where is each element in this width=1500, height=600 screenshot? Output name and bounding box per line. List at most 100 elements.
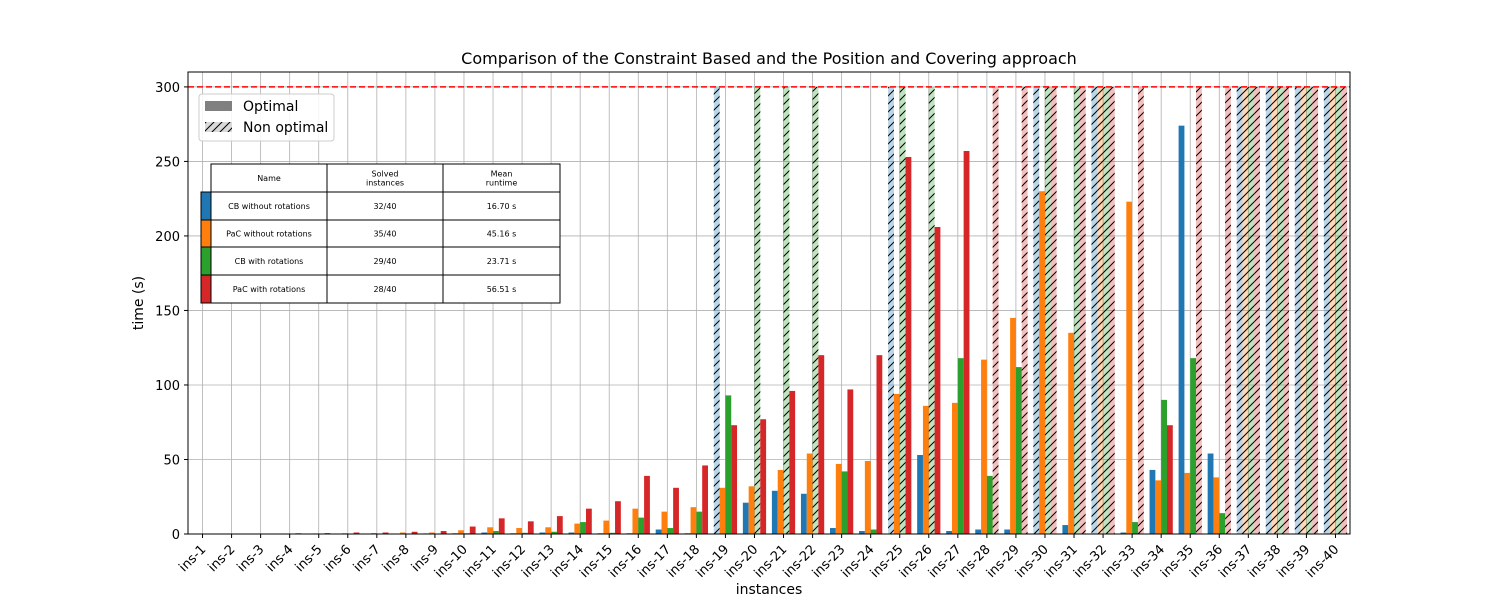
bar-4-ins-6 [353, 532, 360, 534]
bar-hatch-4-ins-40 [1341, 86, 1348, 534]
bar-1-ins-17 [655, 529, 662, 534]
bar-2-ins-10 [458, 530, 464, 534]
bar-1-ins-33 [1120, 532, 1127, 534]
bar-hatch-1-ins-30 [1033, 86, 1040, 534]
table-row-color-swatch [200, 246, 212, 276]
bar-4-ins-24 [876, 355, 883, 534]
x-tick-label: ins-7 [351, 542, 384, 575]
bar-4-ins-18 [702, 465, 708, 534]
bars [190, 86, 1348, 535]
bar-hatch-3-ins-32 [1103, 86, 1109, 534]
bar-hatch-4-ins-32 [1108, 86, 1115, 534]
bar-hatch-3-ins-40 [1335, 86, 1342, 534]
bar-2-ins-25 [893, 393, 900, 534]
bar-hatch-4-ins-38 [1283, 86, 1289, 534]
bar-1-ins-24 [859, 531, 865, 534]
chart-title: Comparison of the Constraint Based and t… [461, 49, 1077, 68]
bar-4-ins-26 [934, 226, 941, 535]
table-row-color-swatch [200, 219, 212, 248]
bar-hatch-2-ins-38 [1271, 86, 1278, 534]
bar-4-ins-11 [498, 518, 505, 534]
bar-2-ins-30 [1039, 191, 1045, 534]
bar-3-ins-28 [986, 475, 993, 534]
y-tick-label: 200 [155, 230, 180, 245]
bar-2-ins-14 [574, 523, 581, 534]
bar-3-ins-19 [725, 395, 732, 534]
table-cell-text: 35/40 [373, 230, 396, 239]
bar-hatch-2-ins-37 [1242, 86, 1249, 534]
table-row-color-swatch [200, 274, 212, 304]
table-cell-text: PaC without rotations [226, 230, 312, 239]
bar-hatch-1-ins-39 [1294, 86, 1301, 534]
bar-4-ins-15 [615, 501, 621, 534]
bar-hatch-3-ins-25 [899, 86, 906, 534]
table-header-text: Mean [491, 170, 513, 179]
legend-box [198, 93, 335, 142]
table-header-cell [442, 163, 561, 193]
bar-2-ins-20 [748, 486, 755, 534]
table-cell-text: CB with rotations [235, 257, 304, 266]
bar-hatch-3-ins-20 [754, 86, 761, 534]
bar-3-ins-14 [580, 522, 586, 534]
bar-3-ins-33 [1132, 522, 1138, 534]
table-cell-text: 45.16 s [487, 230, 517, 239]
bar-1-ins-21 [771, 490, 778, 534]
bar-3-ins-17 [667, 528, 674, 534]
x-tick-label: ins-6 [322, 542, 355, 575]
bar-3-ins-16 [638, 517, 645, 534]
bar-1-ins-26 [917, 455, 923, 534]
bar-4-ins-21 [789, 390, 796, 534]
bar-hatch-2-ins-40 [1329, 86, 1336, 534]
legend-label: Optimal [243, 99, 298, 115]
bar-hatch-1-ins-37 [1236, 86, 1243, 534]
bar-hatch-1-ins-40 [1323, 86, 1330, 534]
bar-hatch-4-ins-37 [1254, 86, 1260, 534]
bar-1-ins-14 [568, 532, 575, 534]
bar-1-ins-35 [1178, 125, 1185, 534]
table-row-color-swatch [200, 191, 212, 221]
bar-3-ins-24 [870, 529, 877, 534]
bar-4-ins-14 [585, 508, 592, 534]
bar-1-ins-29 [1004, 529, 1011, 534]
x-tick-label: ins-8 [380, 542, 413, 575]
bar-2-ins-35 [1184, 472, 1191, 534]
table-cell [210, 274, 328, 304]
bar-1-ins-11 [481, 532, 488, 534]
bar-3-ins-36 [1219, 513, 1226, 534]
y-tick-labels: 0 50 100 150 200 250 300 [155, 81, 188, 543]
bar-3-ins-15 [609, 532, 616, 534]
bar-2-ins-19 [719, 487, 726, 534]
bar-2-ins-21 [777, 469, 784, 534]
y-tick-label: 300 [155, 81, 180, 96]
bar-hatch-3-ins-21 [783, 86, 790, 534]
bar-4-ins-8 [411, 531, 418, 534]
table-cell-text: PaC with rotations [233, 285, 306, 294]
bar-4-ins-25 [905, 156, 912, 535]
bar-2-ins-28 [981, 359, 987, 534]
bar-3-ins-34 [1161, 399, 1167, 534]
x-tick-label: ins-2 [205, 542, 238, 575]
bar-hatch-3-ins-37 [1248, 86, 1255, 534]
bar-4-ins-20 [760, 419, 767, 534]
legend-label: Non optimal [243, 120, 328, 136]
bar-hatch-1-ins-25 [888, 86, 894, 534]
table-cell-text: 23.71 s [487, 257, 517, 266]
bar-2-ins-29 [1010, 317, 1016, 534]
table-header-cell [326, 163, 444, 193]
table-cell-text: CB without rotations [228, 202, 310, 211]
y-tick-label: 0 [172, 528, 180, 543]
table-header-text: instances [366, 179, 404, 188]
bar-hatch-4-ins-33 [1137, 86, 1144, 534]
plot-frame [187, 71, 1351, 535]
bar-2-ins-27 [952, 402, 958, 534]
bar-1-ins-13 [539, 532, 546, 534]
x-tick-label: ins-3 [235, 542, 268, 575]
bar-hatch-4-ins-39 [1312, 86, 1319, 534]
table-cell [442, 274, 561, 304]
x-tick-label: ins-1 [176, 542, 209, 575]
bar-hatch-3-ins-31 [1074, 86, 1080, 534]
bar-1-ins-28 [975, 529, 982, 534]
table-header-cell [210, 163, 328, 193]
